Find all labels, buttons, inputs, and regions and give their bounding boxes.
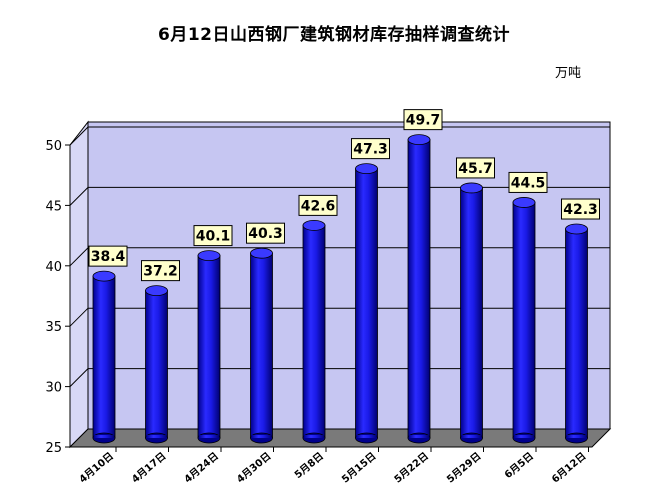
gridline-side — [69, 187, 89, 206]
x-tick-label: 6月5日 — [502, 450, 536, 481]
bar — [565, 228, 588, 439]
y-tick-label: 25 — [45, 441, 62, 456]
data-label-box — [456, 157, 495, 179]
data-label: 37.2 — [143, 264, 178, 280]
gridline-side — [69, 126, 89, 146]
y-tick-label: 40 — [45, 260, 62, 275]
data-label-box — [141, 260, 180, 282]
data-label: 38.4 — [91, 249, 126, 265]
x-tick-label: 4月17日 — [129, 450, 168, 485]
data-label-box — [193, 225, 233, 247]
data-label-box — [246, 222, 285, 244]
bar — [407, 139, 431, 439]
x-tick-label: 5月22日 — [392, 450, 431, 485]
x-tick-label: 4月30日 — [234, 450, 273, 485]
bar-base-fill — [198, 435, 220, 438]
x-tick-label: 6月12日 — [549, 450, 588, 485]
x-tick-label: 4月10日 — [77, 450, 116, 485]
bar-top — [460, 182, 483, 194]
chart-title: 6月12日山西钢厂建筑钢材库存抽样调查统计 — [158, 25, 510, 45]
bar-base-fill — [566, 435, 587, 438]
data-label: 47.3 — [353, 142, 388, 158]
data-label: 44.5 — [511, 175, 546, 191]
data-label-box — [508, 171, 548, 193]
data-label: 45.7 — [458, 161, 493, 177]
bar — [92, 275, 116, 439]
bar-top — [250, 247, 273, 259]
bar-top — [302, 219, 326, 231]
bar-base-fill — [461, 435, 482, 438]
bar — [197, 255, 221, 439]
gridline-side — [69, 247, 89, 267]
y-tick-label: 35 — [45, 320, 62, 335]
bar — [512, 202, 536, 439]
data-label-box — [88, 245, 128, 267]
x-tick-label: 5月29日 — [444, 450, 483, 485]
bar-base-fill — [251, 435, 272, 438]
data-label-box — [298, 194, 338, 216]
bar-base-fill — [408, 435, 430, 438]
bar-top — [355, 163, 378, 175]
y-tick-label: 30 — [45, 381, 62, 396]
gridline-side — [69, 307, 89, 327]
data-label: 42.6 — [301, 198, 336, 214]
bar-top — [565, 223, 588, 235]
bar — [302, 224, 326, 439]
data-label-box — [561, 198, 600, 220]
bar-base-fill — [513, 435, 535, 438]
gridline-side — [69, 368, 89, 387]
bar — [145, 290, 168, 439]
bar-top — [92, 270, 116, 282]
bar — [460, 187, 483, 439]
unit-label: 万吨 — [555, 66, 582, 81]
bar-base-fill — [303, 435, 325, 438]
data-label-box — [403, 109, 443, 131]
data-label: 40.3 — [248, 226, 283, 242]
side-wall — [69, 120, 89, 449]
y-tick-label: 50 — [45, 139, 62, 154]
data-label: 42.3 — [563, 202, 598, 218]
x-tick-label: 4月24日 — [182, 450, 221, 485]
bar-top — [512, 197, 536, 208]
data-label-box — [351, 138, 390, 160]
data-label: 40.1 — [196, 229, 231, 245]
bar-base-fill — [93, 435, 115, 438]
bar-base-fill — [356, 435, 377, 438]
x-tick-label: 5月15日 — [339, 450, 378, 485]
bar-top — [197, 250, 221, 261]
bar — [250, 252, 273, 439]
bar-top — [407, 134, 431, 146]
x-tick-label: 5月8日 — [292, 450, 326, 481]
bar — [355, 168, 378, 439]
bar-top — [145, 285, 168, 297]
y-tick-label: 45 — [45, 199, 62, 214]
bar-base-fill — [146, 435, 167, 438]
data-label: 49.7 — [406, 113, 441, 129]
